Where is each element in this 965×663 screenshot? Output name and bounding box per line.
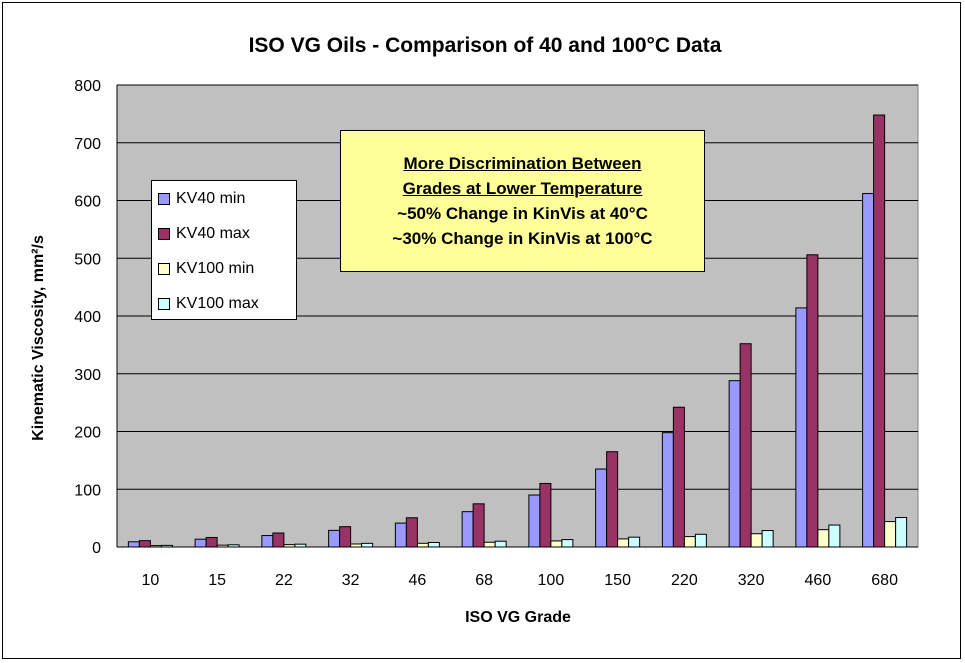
x-tick-label: 22 bbox=[275, 572, 293, 589]
x-tick-label: 220 bbox=[671, 572, 698, 589]
y-tick-label: 100 bbox=[74, 482, 101, 499]
bar bbox=[461, 511, 474, 548]
bar bbox=[683, 536, 696, 548]
y-tick-label: 700 bbox=[74, 136, 101, 153]
bar bbox=[795, 307, 808, 548]
bar bbox=[817, 529, 830, 548]
bar bbox=[416, 542, 429, 548]
legend-label: KV40 max bbox=[176, 225, 250, 242]
legend-item: KV100 min bbox=[158, 259, 254, 279]
x-axis-label: ISO VG Grade bbox=[465, 609, 571, 626]
bar bbox=[138, 540, 151, 548]
bar bbox=[750, 533, 763, 548]
legend-label: KV40 min bbox=[176, 190, 246, 207]
bar bbox=[884, 521, 897, 548]
x-tick-label: 46 bbox=[408, 572, 426, 589]
legend-item: KV100 max bbox=[158, 294, 259, 314]
bar bbox=[394, 522, 407, 548]
bar bbox=[339, 526, 352, 548]
legend-swatch bbox=[158, 298, 170, 310]
x-tick-label: 320 bbox=[738, 572, 765, 589]
x-tick-label: 15 bbox=[208, 572, 226, 589]
x-tick-label: 460 bbox=[805, 572, 832, 589]
x-tick-label: 68 bbox=[475, 572, 493, 589]
legend: KV40 min KV40 max KV100 min KV100 max bbox=[151, 180, 297, 320]
annotation-line-4: ~30% Change in KinVis at 100°C bbox=[392, 229, 653, 248]
bar bbox=[661, 432, 674, 548]
bar bbox=[895, 517, 908, 548]
legend-item: KV40 min bbox=[158, 189, 245, 209]
x-tick-label: 150 bbox=[604, 572, 631, 589]
x-tick-label: 680 bbox=[871, 572, 898, 589]
y-tick-label: 400 bbox=[74, 309, 101, 326]
y-axis-label: Kinematic Viscosity, mm²/s bbox=[30, 235, 47, 441]
x-tick-label: 10 bbox=[141, 572, 159, 589]
bar bbox=[694, 533, 707, 548]
bar bbox=[606, 451, 619, 548]
annotation-line-1: More Discrimination Between bbox=[403, 154, 642, 173]
bar bbox=[672, 406, 685, 548]
y-tick-label: 300 bbox=[74, 367, 101, 384]
legend-label: KV100 max bbox=[176, 295, 259, 312]
bar bbox=[361, 542, 374, 548]
legend-swatch bbox=[158, 193, 170, 205]
bar bbox=[205, 536, 218, 548]
bars-group bbox=[127, 114, 908, 548]
y-tick-label: 600 bbox=[74, 194, 101, 211]
bar bbox=[272, 532, 285, 548]
bar bbox=[828, 524, 841, 548]
bar bbox=[539, 482, 552, 548]
annotation-line-2: Grades at Lower Temperature bbox=[402, 179, 643, 198]
annotation-callout: More Discrimination Between Grades at Lo… bbox=[340, 130, 705, 272]
y-tick-labels: 0 100 200 300 400 500 600 700 800 bbox=[74, 78, 101, 557]
legend-swatch bbox=[158, 263, 170, 275]
legend-item: KV40 max bbox=[158, 224, 250, 244]
bar bbox=[405, 517, 418, 548]
y-tick-label: 200 bbox=[74, 425, 101, 442]
bar bbox=[595, 468, 608, 548]
bar bbox=[194, 538, 207, 548]
bar bbox=[873, 114, 886, 548]
bar bbox=[628, 536, 641, 548]
legend-label: KV100 min bbox=[176, 260, 255, 277]
y-tick-label: 0 bbox=[92, 540, 101, 557]
annotation-line-3: ~50% Change in KinVis at 40°C bbox=[397, 204, 648, 223]
bar bbox=[483, 541, 496, 548]
bar bbox=[550, 540, 563, 548]
bar bbox=[494, 540, 507, 548]
bar bbox=[427, 541, 440, 548]
bar bbox=[617, 538, 630, 548]
bar bbox=[127, 541, 140, 548]
x-tick-label: 32 bbox=[342, 572, 360, 589]
bar bbox=[761, 530, 774, 548]
bar bbox=[728, 380, 741, 548]
bar bbox=[261, 535, 274, 548]
y-tick-label: 500 bbox=[74, 251, 101, 268]
bar bbox=[528, 494, 541, 548]
chart-title: ISO VG Oils - Comparison of 40 and 100°C… bbox=[249, 34, 722, 57]
bar bbox=[472, 503, 485, 548]
bar bbox=[328, 529, 341, 548]
bar bbox=[739, 343, 752, 548]
y-tick-label: 800 bbox=[74, 78, 101, 95]
bar bbox=[561, 539, 574, 548]
bar bbox=[862, 193, 875, 548]
x-tick-labels: 10 15 22 32 46 68 100 150 220 320 460 680 bbox=[141, 572, 898, 589]
x-tick-label: 100 bbox=[538, 572, 565, 589]
bar bbox=[806, 254, 819, 548]
legend-swatch bbox=[158, 228, 170, 240]
